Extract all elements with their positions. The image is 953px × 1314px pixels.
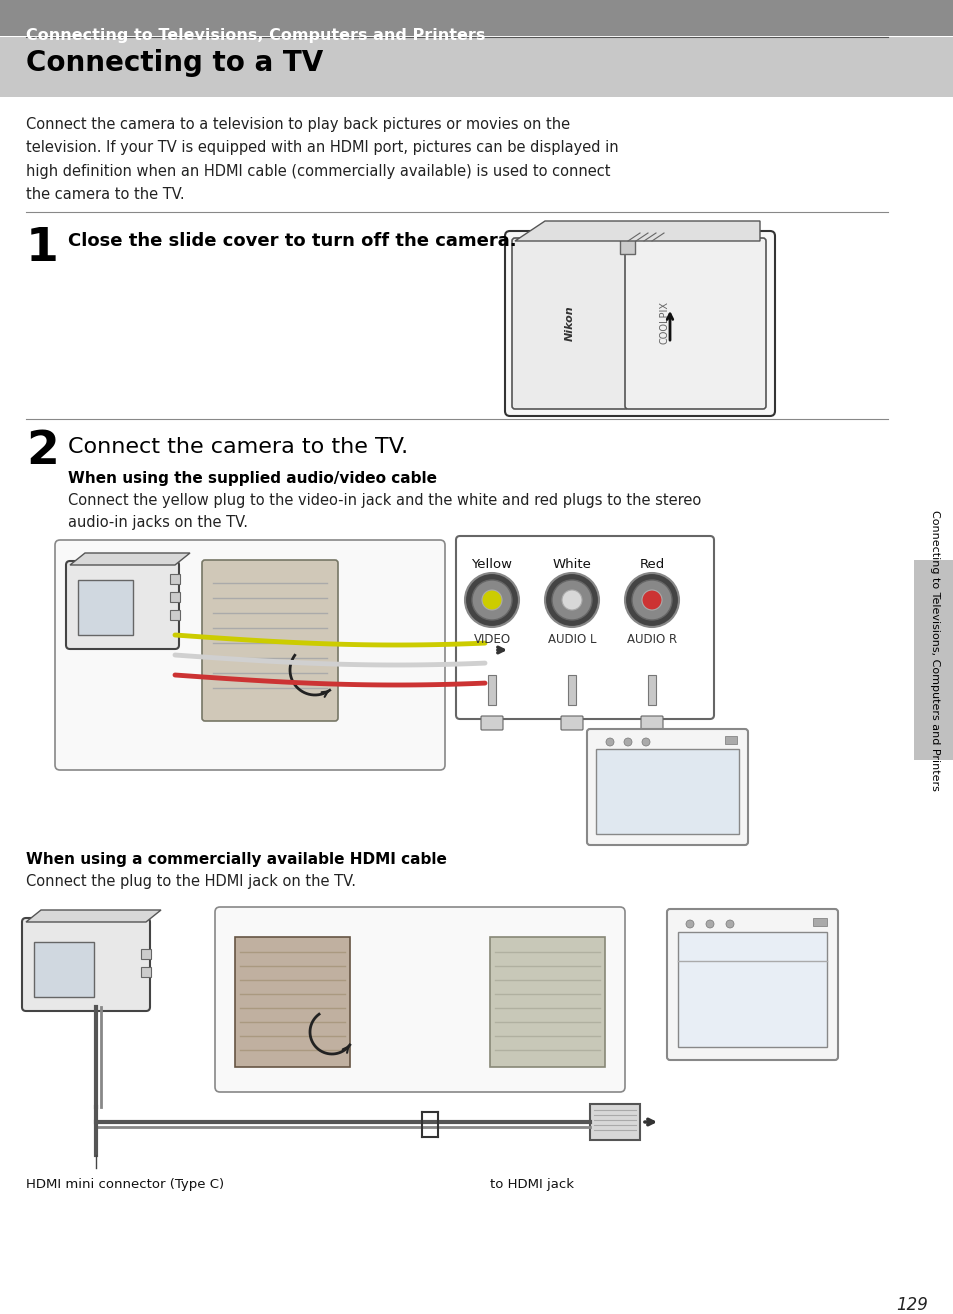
- Text: Connecting to Televisions, Computers and Printers: Connecting to Televisions, Computers and…: [26, 28, 485, 43]
- Text: White: White: [552, 558, 591, 572]
- Bar: [0, 37, 953, 97]
- Circle shape: [464, 573, 518, 627]
- Bar: [170, 610, 180, 620]
- Bar: [488, 675, 496, 706]
- Text: Connect the plug to the HDMI jack on the TV.: Connect the plug to the HDMI jack on the…: [26, 874, 355, 890]
- Circle shape: [725, 920, 733, 928]
- Bar: [724, 736, 737, 744]
- Circle shape: [477, 628, 492, 643]
- FancyBboxPatch shape: [490, 937, 604, 1067]
- Text: Connect the yellow plug to the video-in jack and the white and red plugs to the : Connect the yellow plug to the video-in …: [68, 493, 700, 531]
- FancyBboxPatch shape: [560, 716, 582, 731]
- Text: AUDIO R: AUDIO R: [626, 633, 677, 646]
- Bar: [596, 749, 739, 834]
- FancyBboxPatch shape: [66, 561, 179, 649]
- Bar: [678, 932, 826, 1047]
- Circle shape: [631, 579, 671, 620]
- FancyBboxPatch shape: [640, 716, 662, 731]
- Text: VIDEO: VIDEO: [473, 633, 510, 646]
- Bar: [141, 967, 151, 978]
- Circle shape: [705, 920, 713, 928]
- FancyBboxPatch shape: [512, 238, 627, 409]
- Text: When using the supplied audio/video cable: When using the supplied audio/video cabl…: [68, 470, 436, 486]
- Bar: [0, 0, 953, 35]
- Text: COOLPIX: COOLPIX: [659, 301, 669, 344]
- Text: 1: 1: [26, 226, 59, 271]
- FancyBboxPatch shape: [234, 937, 350, 1067]
- Circle shape: [481, 590, 501, 610]
- Text: 129: 129: [895, 1296, 927, 1314]
- Text: HDMI mini connector (Type C): HDMI mini connector (Type C): [26, 1177, 224, 1190]
- Bar: [647, 675, 656, 706]
- FancyBboxPatch shape: [202, 560, 337, 721]
- Text: Connect the camera to the TV.: Connect the camera to the TV.: [68, 438, 408, 457]
- Text: Connecting to a TV: Connecting to a TV: [26, 49, 323, 78]
- Text: When using a commercially available HDMI cable: When using a commercially available HDMI…: [26, 851, 446, 867]
- Circle shape: [641, 590, 661, 610]
- Bar: [812, 918, 826, 926]
- Circle shape: [624, 573, 679, 627]
- Bar: [170, 593, 180, 602]
- Text: Red: Red: [639, 558, 664, 572]
- Circle shape: [477, 648, 492, 662]
- Circle shape: [561, 590, 581, 610]
- Bar: [170, 574, 180, 583]
- Text: Yellow: Yellow: [471, 558, 512, 572]
- FancyBboxPatch shape: [22, 918, 150, 1010]
- Bar: [141, 949, 151, 959]
- FancyBboxPatch shape: [55, 540, 444, 770]
- FancyBboxPatch shape: [214, 907, 624, 1092]
- Circle shape: [623, 738, 631, 746]
- Text: Nikon: Nikon: [564, 305, 575, 340]
- FancyBboxPatch shape: [480, 716, 502, 731]
- Text: Connect the camera to a television to play back pictures or movies on the
televi: Connect the camera to a television to pl…: [26, 117, 618, 202]
- FancyBboxPatch shape: [504, 231, 774, 417]
- Circle shape: [477, 668, 492, 682]
- Text: AUDIO L: AUDIO L: [547, 633, 596, 646]
- Circle shape: [472, 579, 512, 620]
- Bar: [78, 579, 132, 635]
- Polygon shape: [26, 911, 161, 922]
- FancyBboxPatch shape: [586, 729, 747, 845]
- Circle shape: [605, 738, 614, 746]
- Circle shape: [544, 573, 598, 627]
- Polygon shape: [70, 553, 190, 565]
- Circle shape: [641, 738, 649, 746]
- Bar: [913, 560, 953, 759]
- Text: Close the slide cover to turn off the camera.: Close the slide cover to turn off the ca…: [68, 233, 517, 250]
- Bar: [34, 942, 94, 997]
- Text: to HDMI jack: to HDMI jack: [490, 1177, 574, 1190]
- FancyBboxPatch shape: [666, 909, 837, 1060]
- FancyBboxPatch shape: [624, 238, 765, 409]
- Circle shape: [685, 920, 693, 928]
- Polygon shape: [515, 221, 760, 240]
- Text: 2: 2: [26, 428, 59, 474]
- Circle shape: [552, 579, 592, 620]
- FancyBboxPatch shape: [456, 536, 713, 719]
- Text: Connecting to Televisions, Computers and Printers: Connecting to Televisions, Computers and…: [929, 510, 939, 791]
- Bar: [567, 675, 576, 706]
- FancyBboxPatch shape: [619, 237, 635, 254]
- FancyBboxPatch shape: [589, 1104, 639, 1141]
